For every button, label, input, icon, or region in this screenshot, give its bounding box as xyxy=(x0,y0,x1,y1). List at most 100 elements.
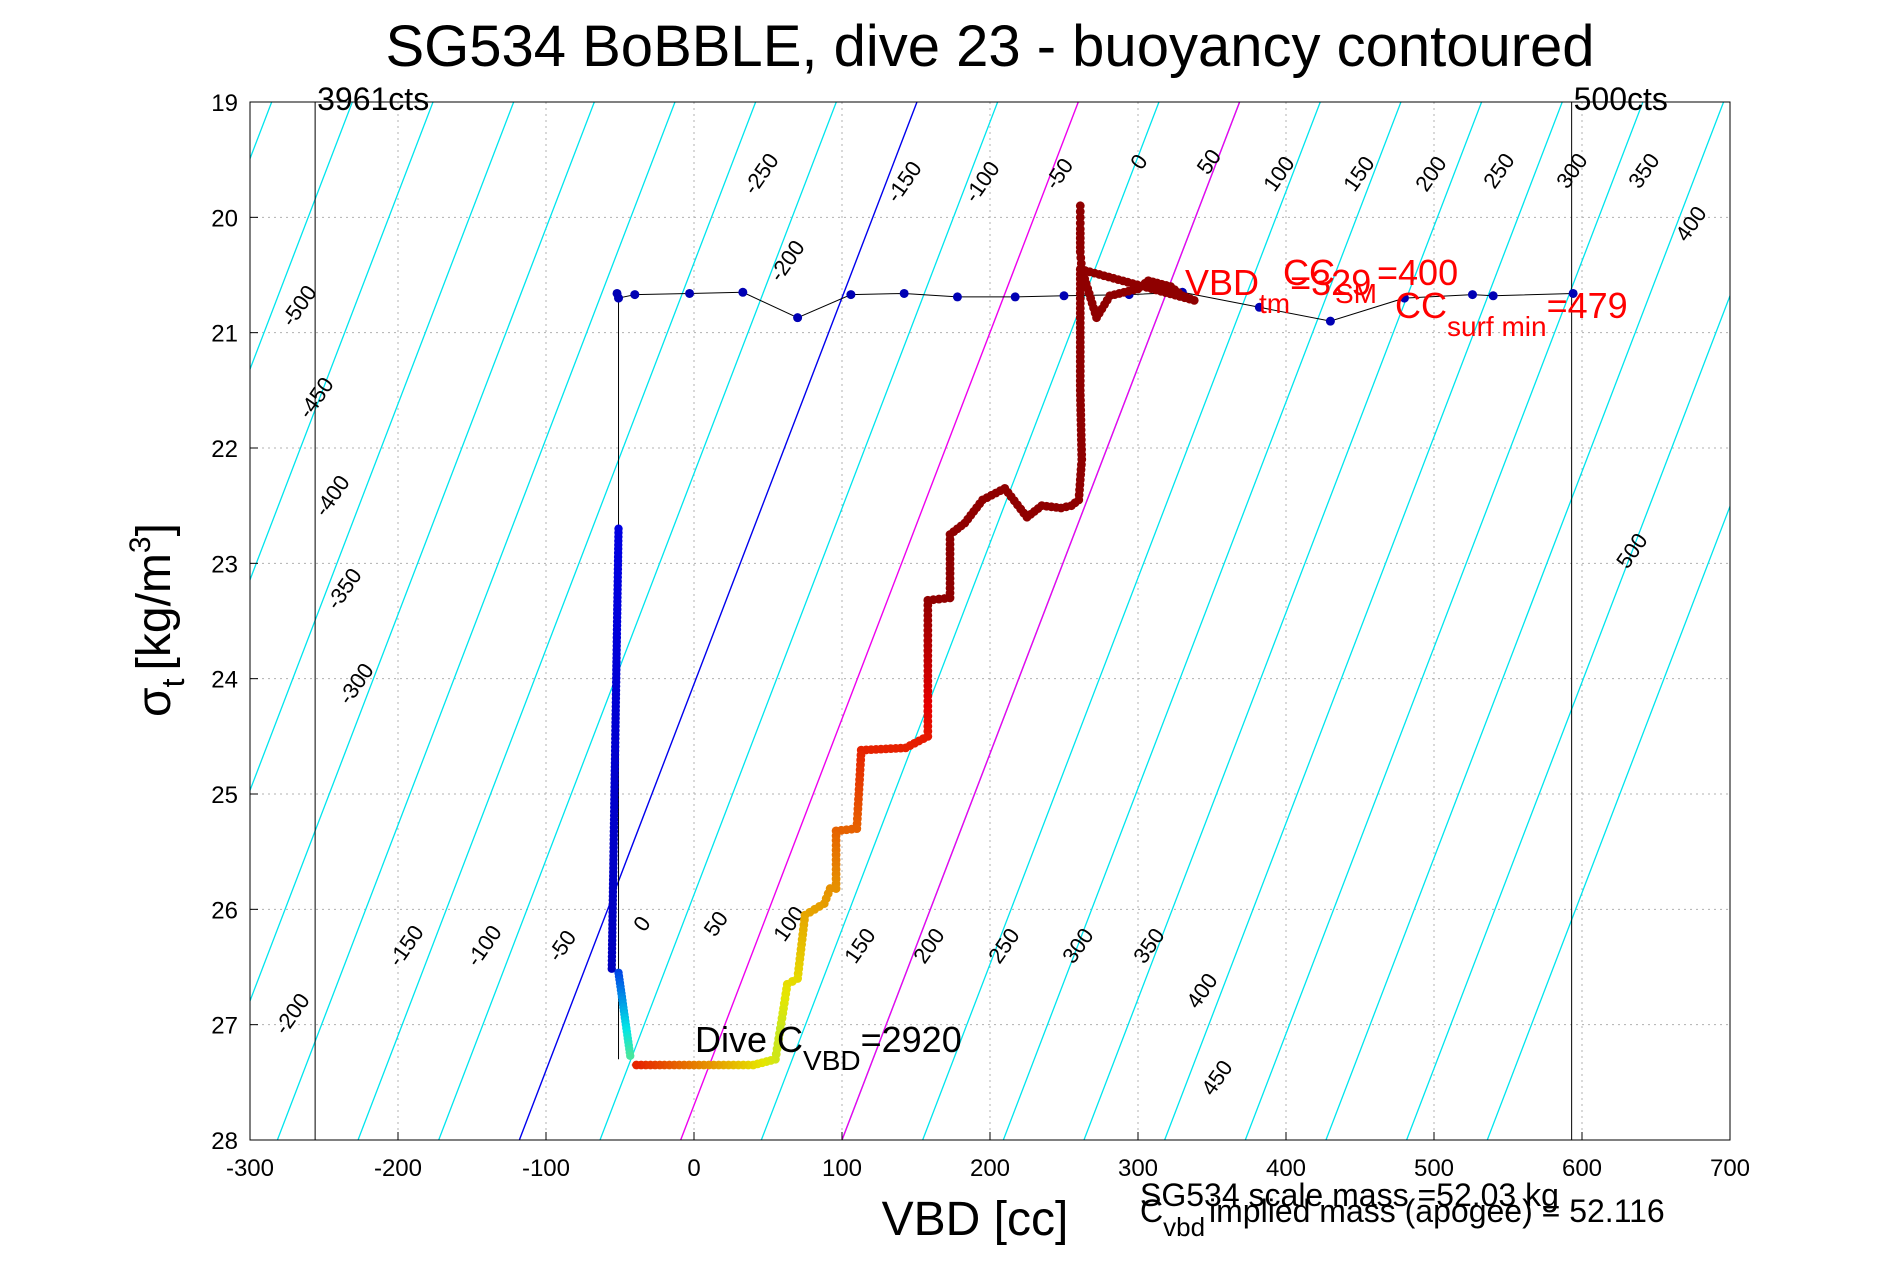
climb-surface-point-5 xyxy=(793,313,803,323)
contour-cyan-8 xyxy=(357,102,757,1140)
y-tick-label-0: 19 xyxy=(211,90,238,117)
y-tick-label-2: 21 xyxy=(211,321,238,348)
climb-surface-point-17 xyxy=(1488,291,1498,301)
annotation-cc-surf-sub: surf min xyxy=(1447,311,1547,342)
annotation-scale-mass: SG534 scale mass =52.03 kg xyxy=(1140,1177,1559,1213)
svg-text:σt[kg/m3]: σt [kg/m3] xyxy=(124,523,191,717)
contour-cyan-6 xyxy=(250,102,595,1003)
x-tick-label-0: -300 xyxy=(226,1155,274,1182)
climb-surface-point-4 xyxy=(738,287,748,297)
climb-surface-point-16 xyxy=(1467,290,1477,300)
y-axis-label-sub: t xyxy=(155,678,191,687)
svg-text:Dive CVBD=2920: Dive CVBD=2920 xyxy=(695,1019,962,1076)
x-tick-label-7: 400 xyxy=(1266,1155,1306,1182)
x-tick-label-2: -100 xyxy=(522,1155,570,1182)
annotation-dive-c-sub: VBD xyxy=(803,1045,861,1076)
annotation-cc-sm-tail: =400 xyxy=(1377,252,1458,293)
contour-cyan-14 xyxy=(1002,102,1402,1140)
contour-cyan-13 xyxy=(922,102,1321,1140)
climb-surface-point-13 xyxy=(1254,302,1264,312)
annotation-dive-c: Dive CVBD=2920 xyxy=(695,1019,962,1076)
annotation-vbd-tm-main: VBD xyxy=(1185,262,1259,303)
climb-surface-point-14 xyxy=(1325,316,1335,326)
axis-ticks: -300 -200 -100 0 100 200 300 400 500 600 700 19 20 21… xyxy=(211,90,1750,1182)
climb-surface-point-6 xyxy=(846,290,856,300)
count-label-0: 3961cts xyxy=(317,81,429,117)
contour-cyan-20 xyxy=(1486,504,1730,1140)
annotation-vbd-tm: VBDtm=329 xyxy=(1185,262,1371,319)
y-tick-label-3: 22 xyxy=(211,436,238,463)
x-tick-label-5: 200 xyxy=(970,1155,1010,1182)
y-tick-label-8: 27 xyxy=(211,1013,238,1040)
climb-surface-point-8 xyxy=(952,292,962,302)
annotation-dive-c-main: Dive C xyxy=(695,1019,803,1060)
svg-text:CCSM=400: CCSM=400 xyxy=(1283,252,1458,309)
climb-surface-point-15 xyxy=(1399,293,1409,303)
climb-surface-point-2 xyxy=(630,290,640,300)
annotation-implied-mass-tail: implied mass (apogee) = 52.116 xyxy=(1209,1193,1665,1229)
chart-title: SG534 BoBBLE, dive 23 - buoyancy contour… xyxy=(385,14,1594,79)
contour-cyan-17 xyxy=(1244,102,1644,1140)
x-tick-label-10: 700 xyxy=(1710,1155,1750,1182)
contour-cyan-16 xyxy=(1164,102,1563,1140)
contour-cyan-15 xyxy=(1083,102,1483,1140)
contour-zero xyxy=(518,102,918,1140)
y-axis-label: σt [kg/m3] xyxy=(124,523,191,717)
annotation-cc-surf-main: CC xyxy=(1395,285,1447,326)
x-tick-label-9: 600 xyxy=(1562,1155,1602,1182)
climb-surface-point-9 xyxy=(1010,292,1020,302)
climb-point-109 xyxy=(607,964,616,973)
climb-surface-point-7 xyxy=(899,288,909,298)
x-tick-label-8: 500 xyxy=(1414,1155,1454,1182)
annotation-implied-mass-main: C xyxy=(1140,1193,1163,1229)
annotation-vbd-tm-sub: tm xyxy=(1259,288,1290,319)
annotation-cc-surf-tail: =479 xyxy=(1547,285,1628,326)
y-tick-label-5: 24 xyxy=(211,667,238,694)
climb-surface-point-1 xyxy=(614,293,624,303)
contour-magenta-0 xyxy=(680,102,1079,1140)
annotation-vbd-tm-tail: =329 xyxy=(1290,262,1371,303)
annotation-cc-sm: CCSM=400 xyxy=(1283,252,1458,309)
count-lines: 3961cts 500cts xyxy=(314,81,1668,1140)
annotation-cc-sm-sub: SM xyxy=(1335,278,1377,309)
contour-cyan-9 xyxy=(438,102,837,1140)
climb-point-134 xyxy=(626,1051,635,1061)
svg-text:CCsurf min=479: CCsurf min=479 xyxy=(1395,285,1628,342)
climb-surface-point-10 xyxy=(1059,291,1069,301)
x-tick-label-6: 300 xyxy=(1118,1155,1158,1182)
climb-surface-point-3 xyxy=(685,288,695,298)
y-axis-label-units-sup: 3 xyxy=(124,536,157,553)
y-tick-label-1: 20 xyxy=(211,205,238,232)
contour-cyan-4 xyxy=(250,102,434,582)
annotation-implied-mass: Cvbd implied mass (apogee) = 52.116 xyxy=(1140,1193,1665,1242)
annotation-cc-surf: CCsurf min=479 xyxy=(1395,285,1628,342)
y-tick-label-4: 23 xyxy=(211,551,238,578)
y-axis-label-units: [kg/m xyxy=(128,553,181,670)
data-series xyxy=(607,201,1578,1070)
x-axis-label: VBD [cc] xyxy=(882,1193,1069,1246)
x-tick-label-1: -200 xyxy=(374,1155,422,1182)
contour-magenta-1 xyxy=(841,102,1241,1140)
annotation-cc-sm-main: CC xyxy=(1283,252,1335,293)
contour-cyan-7 xyxy=(276,102,676,1140)
x-tick-label-3: 0 xyxy=(687,1155,700,1182)
x-tick-label-4: 100 xyxy=(822,1155,862,1182)
contour-cyan-19 xyxy=(1406,293,1730,1140)
contour-cyan-18 xyxy=(1325,102,1725,1140)
contour-cyan-3 xyxy=(250,102,353,372)
y-tick-label-7: 26 xyxy=(211,897,238,924)
y-tick-label-6: 25 xyxy=(211,782,238,809)
annotation-dive-c-tail: =2920 xyxy=(861,1019,962,1060)
contour-cyan-10 xyxy=(599,102,999,1140)
y-tick-label-9: 28 xyxy=(211,1128,238,1155)
dive-point-309 xyxy=(632,1060,641,1070)
climb-surface-point-18 xyxy=(1568,288,1578,298)
y-axis-label-main: σ xyxy=(128,687,181,717)
annotation-implied-mass-sub: vbd xyxy=(1163,1212,1205,1242)
count-label-1: 500cts xyxy=(1574,81,1668,117)
y-axis-label-units-close: ] xyxy=(128,523,181,536)
